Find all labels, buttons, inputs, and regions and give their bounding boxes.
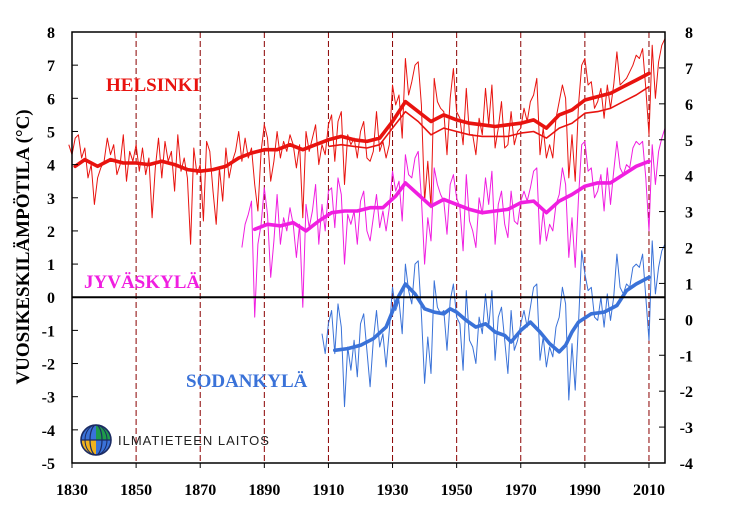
smoothed-line-sodankyla bbox=[332, 275, 651, 354]
smoothed-line-jyvaskyla bbox=[252, 159, 651, 233]
right-tick-label-6: 6 bbox=[685, 97, 693, 114]
institute-name: ILMATIETEEN LAITOS bbox=[118, 433, 270, 448]
left-tick-label-0: 0 bbox=[47, 290, 55, 307]
left-y-axis: -5 -4 -3 -2 -1 0 1 2 3 4 5 6 7 8 bbox=[42, 25, 78, 473]
left-tick-label--5: -5 bbox=[42, 456, 55, 473]
series-label-helsinki: HELSINKI bbox=[106, 75, 200, 96]
right-tick-label--1: -1 bbox=[680, 348, 693, 365]
series-label-sodankyla: SODANKYLÄ bbox=[186, 371, 308, 392]
series-label-jyvaskyla: JYVÄSKYLÄ bbox=[84, 272, 200, 293]
left-tick-label-1: 1 bbox=[47, 257, 55, 274]
right-tick-label-8: 8 bbox=[685, 25, 693, 42]
x-tick-label-2010: 2010 bbox=[633, 482, 665, 499]
left-tick-label--2: -2 bbox=[42, 357, 55, 374]
x-tick-label-1970: 1970 bbox=[505, 482, 537, 499]
x-tick-label-1990: 1990 bbox=[569, 482, 601, 499]
left-tick-label--3: -3 bbox=[42, 390, 55, 407]
annual-line-sodankyla bbox=[321, 240, 666, 408]
right-tick-label-0: 0 bbox=[685, 312, 693, 329]
x-tick-label-1890: 1890 bbox=[248, 482, 280, 499]
x-tick-label-1850: 1850 bbox=[120, 482, 152, 499]
right-tick-label-5: 5 bbox=[685, 133, 693, 150]
left-tick-label-2: 2 bbox=[47, 224, 55, 241]
left-tick-label-6: 6 bbox=[47, 91, 55, 108]
right-tick-label--2: -2 bbox=[680, 384, 693, 401]
x-tick-label-1910: 1910 bbox=[312, 482, 344, 499]
fmi-globe-icon bbox=[80, 424, 112, 456]
left-tick-label-8: 8 bbox=[47, 25, 55, 42]
series-lines bbox=[68, 38, 666, 408]
right-tick-label-3: 3 bbox=[685, 205, 693, 222]
left-tick-label-3: 3 bbox=[47, 191, 55, 208]
right-tick-label-4: 4 bbox=[685, 169, 693, 186]
x-tick-label-1950: 1950 bbox=[441, 482, 473, 499]
institute-logo: ILMATIETEEN LAITOS bbox=[80, 424, 270, 456]
right-tick-label--4: -4 bbox=[680, 456, 693, 473]
left-tick-label-5: 5 bbox=[47, 124, 55, 141]
smoothed-line-helsinki bbox=[73, 71, 651, 173]
x-tick-label-1870: 1870 bbox=[184, 482, 216, 499]
y-axis-title: VUOSIKESKILÄMPÖTILA (°C) bbox=[13, 109, 34, 384]
x-axis: 1830 1850 1870 1890 1910 1930 1950 1970 1990 2010 bbox=[56, 463, 665, 499]
vertical-gridlines bbox=[135, 32, 650, 463]
x-tick-label-1930: 1930 bbox=[377, 482, 409, 499]
smoothed-thin-line-helsinki bbox=[328, 86, 650, 149]
right-tick-label-1: 1 bbox=[685, 276, 693, 293]
right-tick-label-7: 7 bbox=[685, 61, 693, 78]
x-tick-label-1830: 1830 bbox=[56, 482, 88, 499]
right-y-axis: -4 -3 -2 -1 0 1 2 3 4 5 6 7 8 bbox=[659, 25, 693, 473]
annual-line-jyvaskyla bbox=[241, 127, 666, 318]
left-tick-label--1: -1 bbox=[42, 323, 55, 340]
left-tick-label--4: -4 bbox=[42, 423, 55, 440]
right-tick-label--3: -3 bbox=[680, 420, 693, 437]
left-tick-label-7: 7 bbox=[47, 58, 55, 75]
right-tick-label-2: 2 bbox=[685, 241, 693, 258]
left-tick-label-4: 4 bbox=[47, 158, 55, 175]
